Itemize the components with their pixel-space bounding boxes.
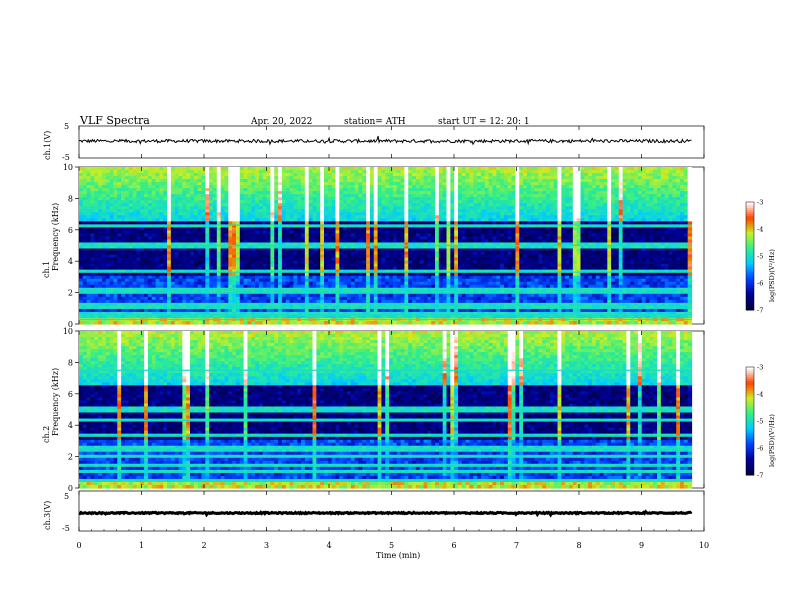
ch1-waveform-panel: 5 -5 ch.1(V) — [43, 122, 704, 162]
ch1-ytick-bottom: -5 — [62, 153, 70, 162]
date-label: Apr. 20, 2022 — [250, 117, 312, 127]
ch1-ytick-top: 5 — [64, 122, 69, 131]
ch1-spectrogram-image — [79, 167, 692, 325]
start-time-label: start UT = 12: 20: 1 — [438, 117, 530, 127]
figure-title: VLF Spectra — [79, 114, 150, 127]
ch1-ylabel: ch.1(V) — [43, 131, 52, 160]
station-label: station= ATH — [344, 117, 406, 127]
